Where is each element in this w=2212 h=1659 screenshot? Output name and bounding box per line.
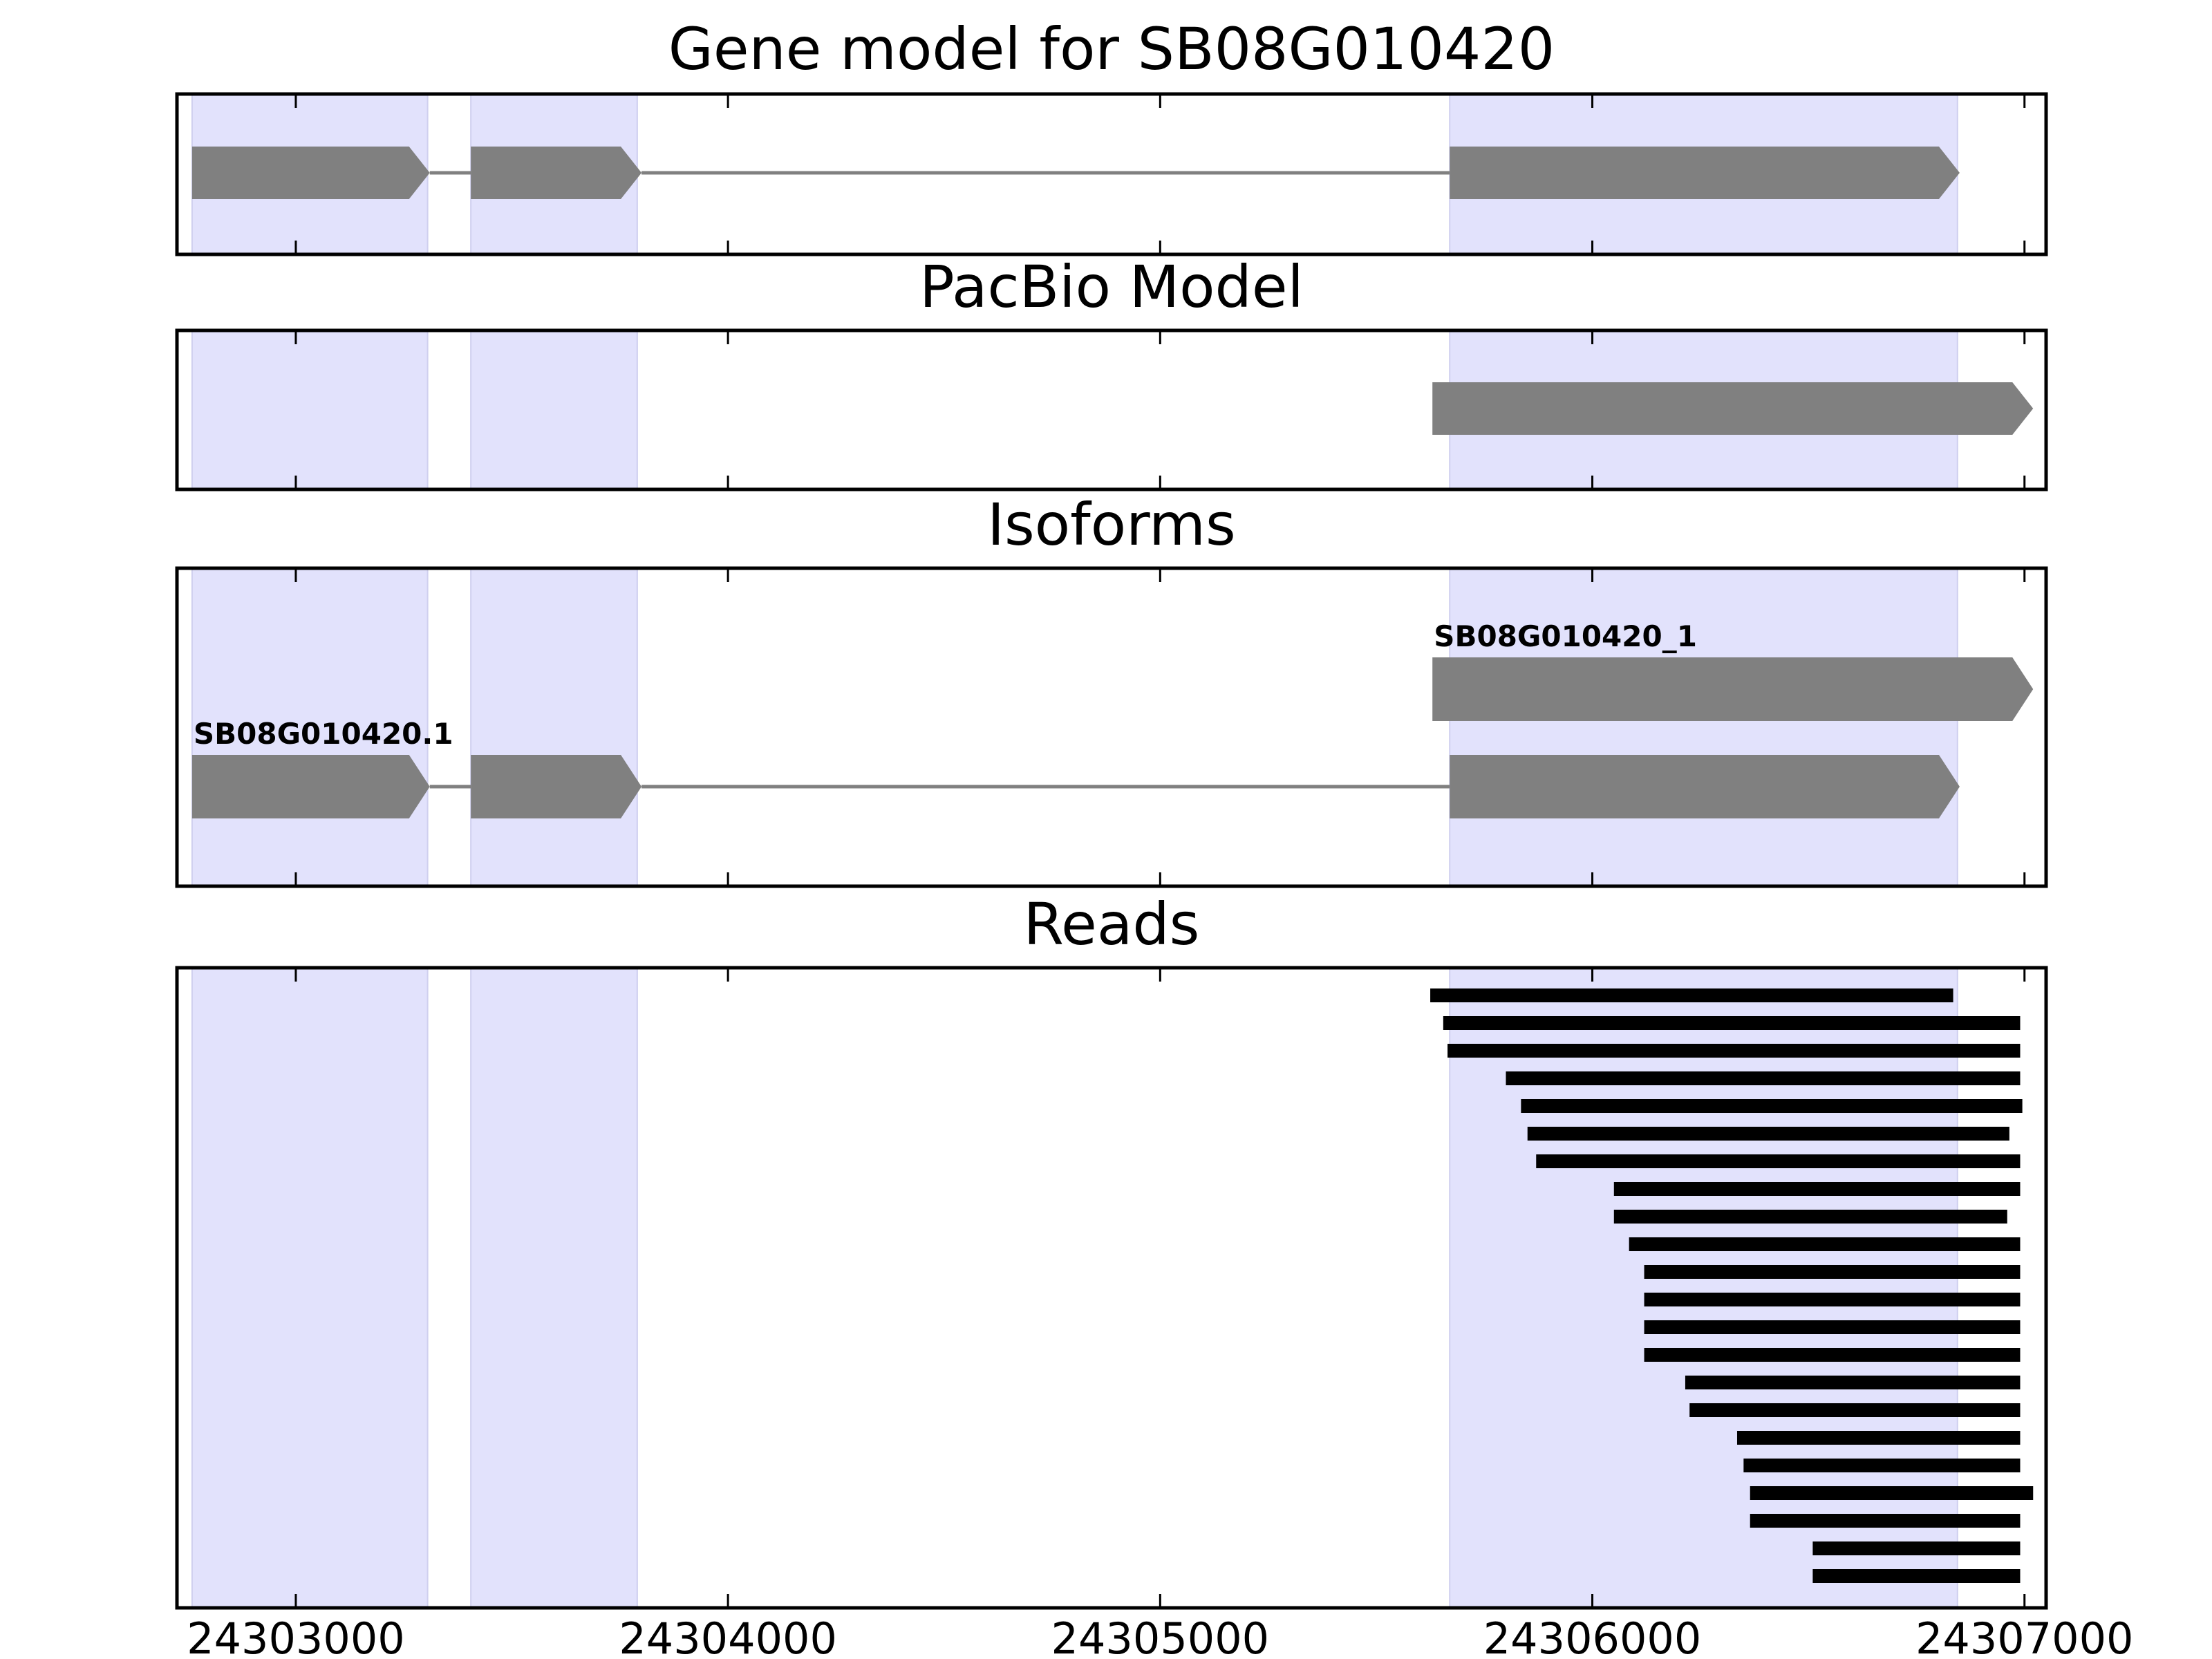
exon-highlight-region <box>191 568 429 887</box>
exon-block <box>471 755 642 818</box>
exon-block <box>1450 147 1960 199</box>
exon-block <box>1450 755 1960 818</box>
panel-1: PacBio Model <box>175 253 2048 491</box>
panel-title: PacBio Model <box>919 253 1304 321</box>
isoform-label: SB08G010420_1 <box>1434 619 1697 653</box>
x-tick-label: 24303000 <box>187 1613 405 1659</box>
axes-frame <box>175 92 2048 256</box>
exon-block <box>1432 657 2034 721</box>
x-tick-label: 24304000 <box>619 1613 837 1659</box>
axes-frame <box>175 328 2048 491</box>
exon-block <box>191 755 430 818</box>
isoform-label: SB08G010420.1 <box>194 717 453 751</box>
panel-2: Isoforms SB08G010420_1 SB08G010420.1 <box>175 491 2048 888</box>
x-tick-label: 24307000 <box>1915 1613 2134 1659</box>
panels-layer: Gene model for SB08G010420 PacBio Model Is… <box>175 15 2134 1659</box>
panel-0: Gene model for SB08G010420 <box>175 15 2048 256</box>
exon-highlight-region <box>191 967 429 1609</box>
panel-title: Reads <box>1024 890 1200 958</box>
x-tick-label: 24306000 <box>1483 1613 1702 1659</box>
exon-block <box>191 147 430 199</box>
exon-highlight-region <box>191 330 429 490</box>
exon-highlight-region <box>470 330 638 490</box>
exon-highlight-region <box>470 967 638 1609</box>
exon-block <box>471 147 642 199</box>
axes-frame <box>175 966 2048 1610</box>
exon-block <box>1432 382 2034 435</box>
axes-frame <box>175 566 2048 888</box>
exon-highlight-region <box>1449 967 1958 1609</box>
panel-title: Isoforms <box>987 491 1236 559</box>
panel-title: Gene model for SB08G010420 <box>668 15 1555 83</box>
panel-3: Reads 24303000 24304000 24305000 24306000 243… <box>175 890 2134 1659</box>
x-tick-label: 24305000 <box>1051 1613 1270 1659</box>
exon-highlight-region <box>1449 568 1958 887</box>
exon-highlight-region <box>470 568 638 887</box>
